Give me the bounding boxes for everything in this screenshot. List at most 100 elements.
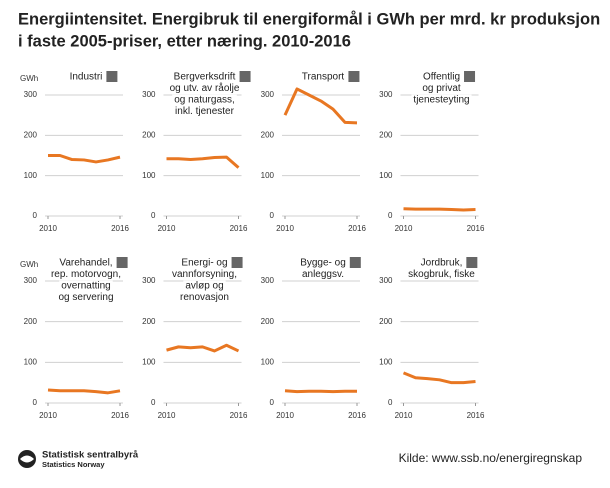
data-line bbox=[284, 389, 357, 394]
y-tick-label: 100 bbox=[24, 171, 38, 180]
y-tick-label: 0 bbox=[151, 398, 156, 407]
title-background bbox=[179, 257, 230, 269]
y-tick-label: 300 bbox=[379, 276, 393, 285]
y-tick-label: 300 bbox=[24, 276, 38, 285]
logo-text: Statistisk sentralbyrå bbox=[42, 450, 139, 461]
y-tick-label: 100 bbox=[24, 357, 38, 366]
x-tick-label: 2010 bbox=[395, 224, 413, 233]
y-tick-label: 100 bbox=[261, 171, 275, 180]
panel: 0 100 200 300 2010 2016 Energi- ogvannforsynin… bbox=[142, 257, 248, 420]
x-tick-label: 2016 bbox=[348, 224, 366, 233]
x-tick-label: 2016 bbox=[230, 411, 248, 420]
panel: 0 100 200 300 2010 2016 GWh Industri bbox=[20, 71, 129, 233]
x-tick-label: 2010 bbox=[39, 411, 57, 420]
data-line bbox=[166, 343, 240, 353]
x-tick-label: 2010 bbox=[276, 411, 294, 420]
y-tick-label: 100 bbox=[379, 357, 393, 366]
panel-title: og utv. av råolje bbox=[170, 82, 240, 94]
y-tick-label: 0 bbox=[270, 211, 275, 220]
title-background bbox=[178, 292, 231, 304]
title-background bbox=[406, 269, 478, 281]
panel-title: Transport bbox=[302, 72, 345, 83]
title-background bbox=[167, 82, 242, 95]
title-background bbox=[411, 94, 472, 106]
y-tick-label: 200 bbox=[261, 130, 275, 139]
panel-title: rep. motorvogn, bbox=[51, 269, 121, 280]
panel-title: Bergverksdrift bbox=[174, 72, 236, 83]
y-axis-label: GWh bbox=[20, 260, 38, 269]
panel-title: Energi- og bbox=[181, 258, 227, 269]
panel-icon bbox=[466, 257, 478, 268]
panel-title: anleggsv. bbox=[302, 269, 344, 280]
panel-title: Industri bbox=[70, 72, 103, 83]
x-tick-label: 2010 bbox=[395, 411, 413, 420]
title-background bbox=[57, 257, 115, 269]
panel-icon bbox=[348, 71, 360, 82]
panel-title: renovasjon bbox=[180, 292, 229, 303]
title-background bbox=[418, 257, 465, 269]
panel-title: og servering bbox=[58, 292, 113, 303]
title-background bbox=[173, 106, 237, 118]
title-background bbox=[299, 71, 347, 83]
x-tick-label: 2016 bbox=[111, 411, 129, 420]
y-tick-label: 300 bbox=[142, 90, 156, 99]
y-tick-label: 200 bbox=[24, 130, 38, 139]
panel-title: og naturgass, bbox=[174, 95, 235, 106]
title-background bbox=[169, 269, 240, 281]
x-tick-label: 2010 bbox=[39, 224, 57, 233]
panel-title: overnatting bbox=[61, 281, 110, 292]
title-background bbox=[420, 83, 463, 95]
x-tick-label: 2016 bbox=[348, 411, 366, 420]
y-tick-label: 0 bbox=[388, 211, 393, 220]
title-background bbox=[172, 94, 237, 106]
panel-title: Varehandel, bbox=[59, 258, 112, 269]
panel-title: inkl. tjenester bbox=[175, 106, 235, 117]
y-tick-label: 300 bbox=[379, 90, 393, 99]
x-tick-label: 2010 bbox=[158, 224, 176, 233]
chart-title: Energiintensitet. Energibruk til energif… bbox=[18, 10, 600, 28]
title-background bbox=[299, 269, 347, 281]
title-background bbox=[67, 71, 105, 83]
panel-title: Bygge- og bbox=[300, 258, 346, 269]
logo-subtext: Statistics Norway bbox=[42, 460, 105, 469]
y-tick-label: 100 bbox=[379, 171, 393, 180]
panel-title: Jordbruk, bbox=[421, 258, 463, 269]
y-tick-label: 200 bbox=[142, 317, 156, 326]
panel-icon bbox=[349, 257, 361, 268]
y-tick-label: 300 bbox=[261, 276, 275, 285]
y-tick-label: 200 bbox=[142, 130, 156, 139]
data-line bbox=[48, 154, 121, 164]
x-tick-label: 2010 bbox=[158, 411, 176, 420]
y-tick-label: 0 bbox=[33, 211, 38, 220]
y-tick-label: 100 bbox=[142, 357, 156, 366]
source: Kilde: www.ssb.no/energiregnskap bbox=[399, 451, 583, 465]
panel-title: vannforsyning, bbox=[172, 269, 237, 280]
panel-icon bbox=[106, 71, 118, 82]
chart-title: i faste 2005-priser, etter næring. 2010-… bbox=[18, 32, 351, 50]
panel: 0 100 200 300 2010 2016 Transport bbox=[261, 71, 366, 233]
panel-title: Offentlig bbox=[423, 72, 460, 83]
panel: 0 100 200 300 2010 2016 GWh Varehandel,rep. mot… bbox=[20, 257, 129, 420]
title-background bbox=[48, 269, 124, 281]
title-background bbox=[56, 292, 116, 304]
panel-icon bbox=[116, 257, 128, 268]
data-line bbox=[402, 371, 476, 385]
x-tick-label: 2016 bbox=[467, 224, 485, 233]
y-tick-label: 200 bbox=[379, 130, 393, 139]
title-background bbox=[59, 280, 113, 292]
panel-title: tjenesteyting bbox=[413, 95, 469, 106]
y-axis-label: GWh bbox=[20, 74, 38, 83]
panel-icon bbox=[464, 71, 476, 82]
data-line bbox=[403, 207, 476, 212]
x-tick-label: 2016 bbox=[467, 411, 485, 420]
y-tick-label: 0 bbox=[151, 211, 156, 220]
title-background bbox=[183, 280, 226, 292]
title-background bbox=[171, 71, 238, 83]
panel-title: og privat bbox=[422, 83, 461, 94]
y-tick-label: 200 bbox=[261, 317, 275, 326]
x-tick-label: 2010 bbox=[276, 224, 294, 233]
y-tick-label: 0 bbox=[33, 398, 38, 407]
